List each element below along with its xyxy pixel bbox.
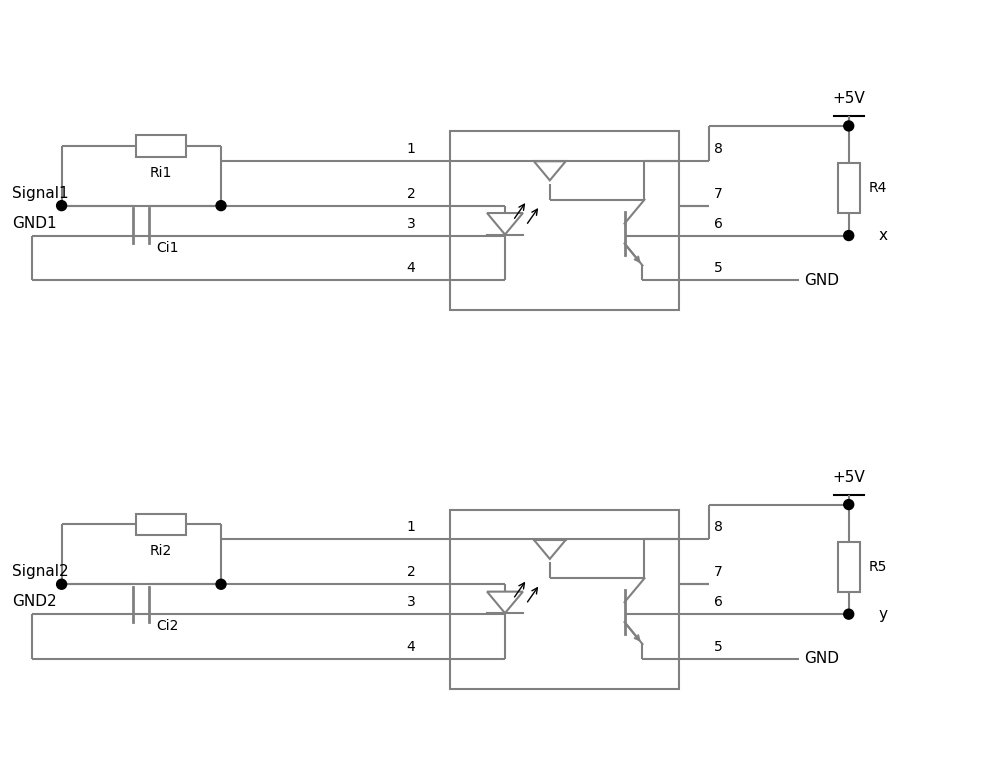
Text: 2: 2 (407, 565, 415, 579)
Text: R4: R4 (869, 181, 887, 195)
Text: y: y (879, 607, 888, 622)
Text: 3: 3 (407, 216, 415, 230)
Text: 5: 5 (714, 262, 723, 275)
Text: GND: GND (804, 652, 839, 666)
Text: x: x (879, 228, 888, 243)
Text: 2: 2 (407, 187, 415, 200)
Bar (450, 509, 679, 689)
Text: 7: 7 (714, 187, 723, 200)
Bar (450, 131, 679, 311)
Text: 6: 6 (714, 595, 723, 609)
Text: +5V: +5V (832, 91, 865, 106)
Text: GND: GND (804, 273, 839, 288)
Text: 8: 8 (714, 142, 723, 156)
Circle shape (844, 609, 854, 619)
Text: GND2: GND2 (12, 594, 56, 609)
Bar (838, 163, 860, 213)
Text: 1: 1 (406, 142, 415, 156)
Text: Ci2: Ci2 (156, 619, 179, 633)
Text: 7: 7 (714, 565, 723, 579)
Text: Ri2: Ri2 (150, 545, 172, 558)
Circle shape (844, 230, 854, 240)
Text: Signal2: Signal2 (12, 565, 68, 579)
Text: Ri1: Ri1 (150, 166, 172, 180)
Text: Signal1: Signal1 (12, 186, 68, 200)
Text: +5V: +5V (832, 470, 865, 485)
Text: 4: 4 (407, 640, 415, 654)
Text: 3: 3 (407, 595, 415, 609)
Circle shape (216, 200, 226, 210)
Text: 5: 5 (714, 640, 723, 654)
Circle shape (57, 200, 67, 210)
Text: R5: R5 (869, 560, 887, 574)
Circle shape (844, 121, 854, 131)
Bar (136, 135, 186, 157)
Circle shape (216, 579, 226, 589)
Bar (838, 542, 860, 592)
Text: 6: 6 (714, 216, 723, 230)
Circle shape (57, 579, 67, 589)
Text: 1: 1 (406, 520, 415, 535)
Text: 8: 8 (714, 520, 723, 535)
Text: 4: 4 (407, 262, 415, 275)
Bar (136, 513, 186, 536)
Text: Ci1: Ci1 (156, 240, 179, 255)
Text: GND1: GND1 (12, 216, 56, 230)
Circle shape (844, 500, 854, 509)
